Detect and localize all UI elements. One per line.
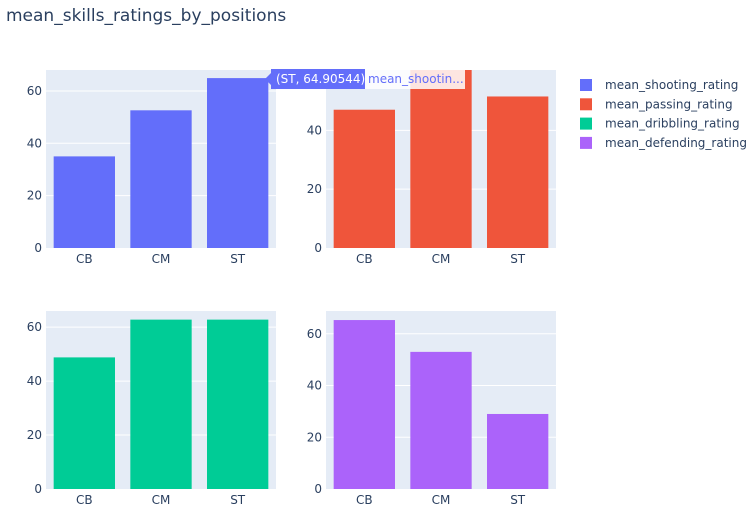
y-tick-label: 20 [27,428,42,442]
x-tick-label: CM [152,252,171,266]
y-tick-label: 0 [314,482,322,496]
x-tick-label: CM [152,493,171,507]
y-tick-label: 20 [27,189,42,203]
hover-series-box [365,69,465,89]
hover-point-box [271,69,365,89]
subplot-dribbling: 0 20 40 60 CB CM ST [27,311,276,507]
hover-tooltip: (ST, 64.90544) mean_shootin... [265,69,465,89]
y-tick-label: 40 [307,123,322,137]
x-tick-label: CB [76,252,93,266]
x-tick-label: ST [230,252,246,266]
bar-dribbling-cb[interactable] [53,357,115,489]
x-tick-label: ST [230,493,246,507]
legend-swatch [580,136,592,149]
subplots: 0 20 40 60 CB CM ST 0 20 40 CB CM ST 0 20 40 60 CB CM ST 0 20… [27,70,556,507]
legend-label: mean_dribbling_rating [605,117,740,131]
legend-swatch [580,79,592,91]
legend-item-defending[interactable]: mean_defending_rating [580,136,747,150]
bar-shooting-cm[interactable] [130,110,192,248]
legend-label: mean_defending_rating [605,136,747,150]
legend-item-dribbling[interactable]: mean_dribbling_rating [580,117,740,131]
y-tick-label: 60 [307,327,322,341]
x-tick-label: CB [356,493,373,507]
bar-defending-cm[interactable] [410,351,472,489]
legend[interactable]: mean_shooting_rating mean_passing_ratingm… [580,78,747,150]
y-tick-label: 0 [34,241,42,255]
y-tick-label: 40 [27,374,42,388]
y-tick-label: 0 [314,241,322,255]
hover-point-text: (ST, 64.90544) [276,72,365,86]
x-tick-label: ST [510,252,526,266]
y-tick-label: 20 [307,430,322,444]
bar-passing-cb[interactable] [333,109,395,248]
legend-label: mean_shooting_rating [605,78,738,92]
hover-series-text: mean_shootin... [368,72,464,86]
x-tick-label: CM [432,493,451,507]
y-tick-label: 60 [27,320,42,334]
bar-dribbling-cm[interactable] [130,319,192,489]
legend-label: mean_passing_rating [605,97,733,111]
bar-shooting-st[interactable] [207,78,269,248]
x-tick-label: CM [432,252,451,266]
bar-passing-cm[interactable] [410,70,472,248]
bar-shooting-cb[interactable] [53,156,115,248]
y-tick-label: 20 [307,182,322,196]
subplot-passing: 0 20 40 CB CM ST [307,70,556,266]
bar-defending-cb[interactable] [333,320,395,489]
legend-item-shooting[interactable]: mean_shooting_rating [580,78,738,92]
bar-defending-st[interactable] [487,413,549,489]
legend-swatch [580,117,592,130]
legend-item-passing[interactable]: mean_passing_rating [580,97,733,111]
chart-title: mean_skills_ratings_by_positions [6,6,286,26]
subplot-shooting: 0 20 40 60 CB CM ST [27,70,276,266]
y-tick-label: 0 [34,482,42,496]
subplot-defending: 0 20 40 60 CB CM ST [307,311,556,507]
hover-pointer [265,73,271,85]
x-tick-label: CB [356,252,373,266]
bar-dribbling-st[interactable] [207,319,269,489]
y-tick-label: 40 [307,379,322,393]
bar-passing-st[interactable] [487,96,549,248]
y-tick-label: 60 [27,84,42,98]
x-tick-label: ST [510,493,526,507]
x-tick-label: CB [76,493,93,507]
y-tick-label: 40 [27,136,42,150]
legend-swatch [580,98,592,111]
